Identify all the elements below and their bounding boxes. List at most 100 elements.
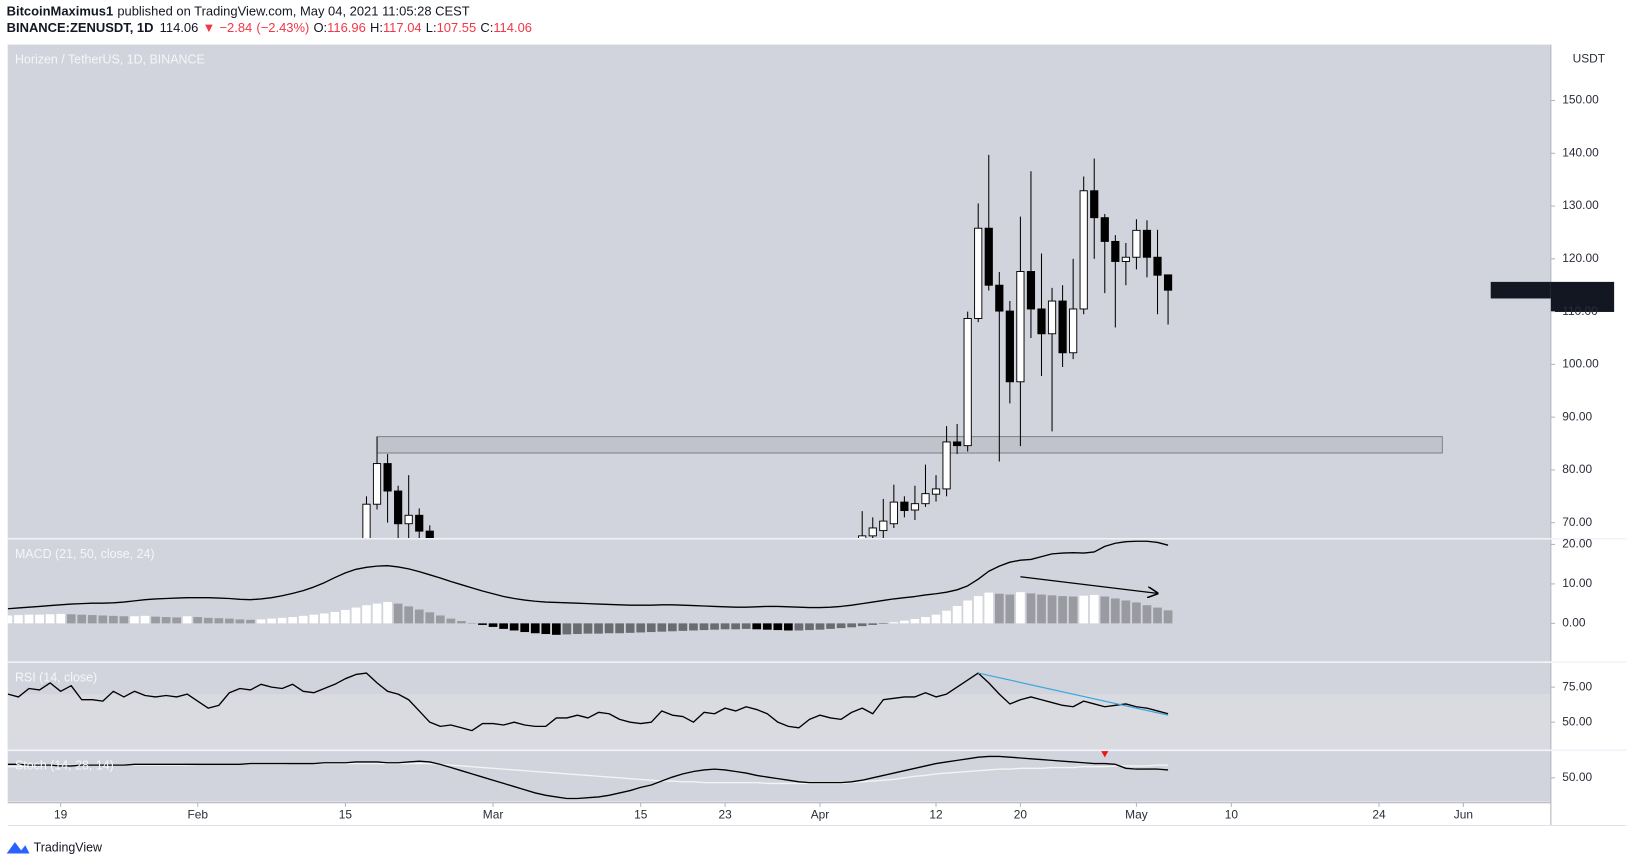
x-tick-label: Apr: [811, 807, 830, 821]
published: published on TradingView.com, May 04, 20…: [117, 4, 469, 19]
histogram-bar: [805, 623, 814, 631]
candle-body: [984, 227, 993, 286]
histogram-bar: [720, 623, 730, 630]
histogram-bar: [689, 623, 698, 631]
histogram-bar: [773, 623, 783, 631]
candle-body: [1026, 271, 1036, 310]
candle-body: [889, 501, 898, 525]
histogram-bar: [1142, 605, 1152, 624]
histogram-bar: [14, 615, 23, 624]
y-tick-label: 80.00: [1562, 462, 1592, 476]
trend-arrow: [1020, 576, 1157, 594]
candle-body: [910, 503, 920, 511]
currency: USDT: [1573, 51, 1605, 65]
histogram-bar: [857, 623, 867, 627]
price-tag-box: [1550, 281, 1615, 312]
panel-background: [7, 750, 1551, 802]
histogram-bar: [172, 617, 182, 624]
direction: ▼: [203, 20, 216, 35]
histogram-bar: [762, 623, 772, 630]
candle-body: [415, 514, 424, 532]
histogram-bar: [752, 623, 762, 630]
histogram-bar: [246, 619, 255, 624]
histogram-bar: [1132, 602, 1141, 624]
x-tick-label: 23: [718, 807, 732, 821]
histogram-bar: [193, 617, 203, 624]
footer-brand[interactable]: TradingView: [34, 841, 103, 855]
candle-body: [1111, 240, 1120, 262]
candle-body: [858, 535, 867, 539]
histogram-bar: [109, 615, 118, 624]
histogram-bar: [594, 623, 603, 634]
x-tick-label: 12: [929, 807, 943, 821]
candle-body: [1005, 310, 1014, 383]
histogram-bar: [298, 615, 308, 624]
histogram-bar: [35, 614, 44, 624]
histogram-bar: [509, 623, 519, 631]
histogram-bar: [646, 623, 656, 633]
histogram-bar: [309, 614, 319, 624]
histogram-bar: [330, 611, 340, 624]
symbol-tag: ZENUSDT: [1491, 282, 1550, 296]
histogram-bar: [1163, 610, 1173, 624]
histogram-bar: [1110, 598, 1120, 624]
histogram-bar: [98, 615, 108, 624]
histogram-bar: [488, 623, 498, 627]
panel-macd: [7, 540, 1173, 635]
histogram-bar: [140, 615, 150, 624]
histogram-bar: [520, 623, 530, 633]
histogram-bar: [1047, 595, 1057, 624]
panel-title: Horizen / TetherUS, 1D, BINANCE: [15, 52, 205, 66]
histogram-bar: [1037, 594, 1046, 624]
histogram-bar: [404, 606, 414, 624]
panel-title: MACD (21, 50, close, 24): [15, 547, 155, 561]
high-label: H:: [370, 20, 383, 35]
x-tick-label: 15: [339, 807, 353, 821]
open-value: 116.96: [327, 20, 366, 35]
histogram-bar: [994, 593, 1004, 624]
panel-stoch: [7, 750, 1169, 800]
histogram-bar: [530, 623, 540, 634]
histogram-bar: [942, 610, 951, 624]
histogram-bar: [678, 623, 688, 631]
footer-logo[interactable]: TradingView: [6, 841, 103, 855]
low-label: L:: [426, 20, 437, 35]
histogram-bar: [1016, 592, 1025, 624]
histogram-bar: [921, 617, 930, 624]
last-price: 114.06: [160, 20, 199, 35]
histogram-bar: [425, 612, 435, 624]
y-tick-label: 70.00: [1562, 515, 1592, 529]
histogram-bar: [446, 618, 456, 624]
histogram-bar: [24, 614, 34, 624]
author[interactable]: BitcoinMaximus1: [7, 4, 114, 19]
candle-body: [921, 493, 930, 505]
histogram-bar: [457, 620, 466, 624]
candle-body: [383, 463, 392, 492]
candle-body: [1047, 300, 1057, 335]
rsi-band: [7, 694, 1551, 750]
histogram-bar: [130, 616, 139, 624]
histogram-bar: [372, 603, 382, 624]
candle-body: [942, 441, 951, 490]
histogram-bar: [214, 618, 224, 624]
histogram-bar: [815, 623, 825, 630]
candle-body: [974, 227, 983, 319]
y-tick-label: 130.00: [1562, 198, 1599, 212]
histogram-bar: [66, 614, 76, 624]
histogram-bar: [573, 623, 582, 635]
symbol: BINANCE:ZENUSDT, 1D: [7, 20, 154, 35]
histogram-bar: [562, 623, 572, 635]
candle-body: [394, 490, 403, 525]
candle-body: [404, 514, 413, 525]
histogram-bar: [435, 615, 445, 624]
logo-icon[interactable]: [6, 842, 30, 854]
histogram-bar: [541, 623, 551, 635]
high-value: 117.04: [383, 20, 422, 35]
histogram-bar: [878, 623, 888, 624]
histogram-bar: [625, 623, 635, 633]
histogram-bar: [383, 602, 392, 624]
x-tick-label: 19: [54, 807, 68, 821]
histogram-bar: [551, 623, 561, 635]
candle-body: [1132, 229, 1141, 258]
